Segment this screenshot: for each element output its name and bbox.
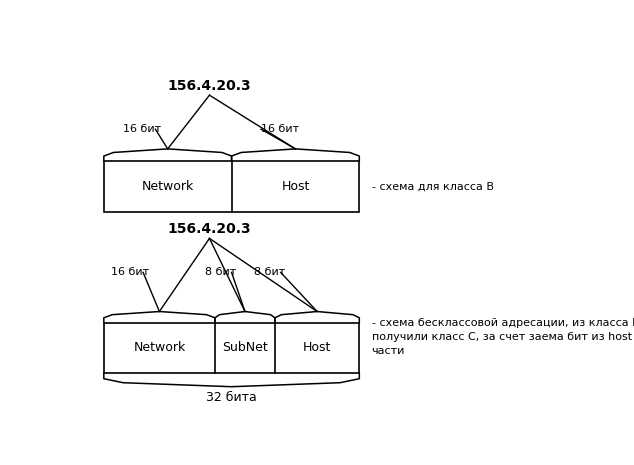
Text: Network: Network	[141, 180, 194, 193]
Text: 156.4.20.3: 156.4.20.3	[167, 79, 251, 93]
Bar	[104, 161, 359, 212]
Text: 16 бит: 16 бит	[124, 124, 162, 134]
Text: 16 бит: 16 бит	[261, 124, 299, 134]
Text: 156.4.20.3: 156.4.20.3	[167, 222, 251, 237]
Text: SubNet: SubNet	[222, 341, 268, 354]
Text: - схема бесклассовой адресации, из класса В
получили класс С, за счет заема бит : - схема бесклассовой адресации, из класс…	[372, 318, 634, 356]
Text: 8 бит: 8 бит	[205, 267, 236, 278]
Text: 32 бита: 32 бита	[206, 391, 257, 404]
Text: Network: Network	[133, 341, 186, 354]
Text: Host: Host	[281, 180, 309, 193]
Text: 16 бит: 16 бит	[111, 267, 150, 278]
Bar	[104, 323, 359, 372]
Text: - схема для класса В: - схема для класса В	[372, 181, 494, 192]
Text: 8 бит: 8 бит	[254, 267, 285, 278]
Text: Host: Host	[303, 341, 332, 354]
